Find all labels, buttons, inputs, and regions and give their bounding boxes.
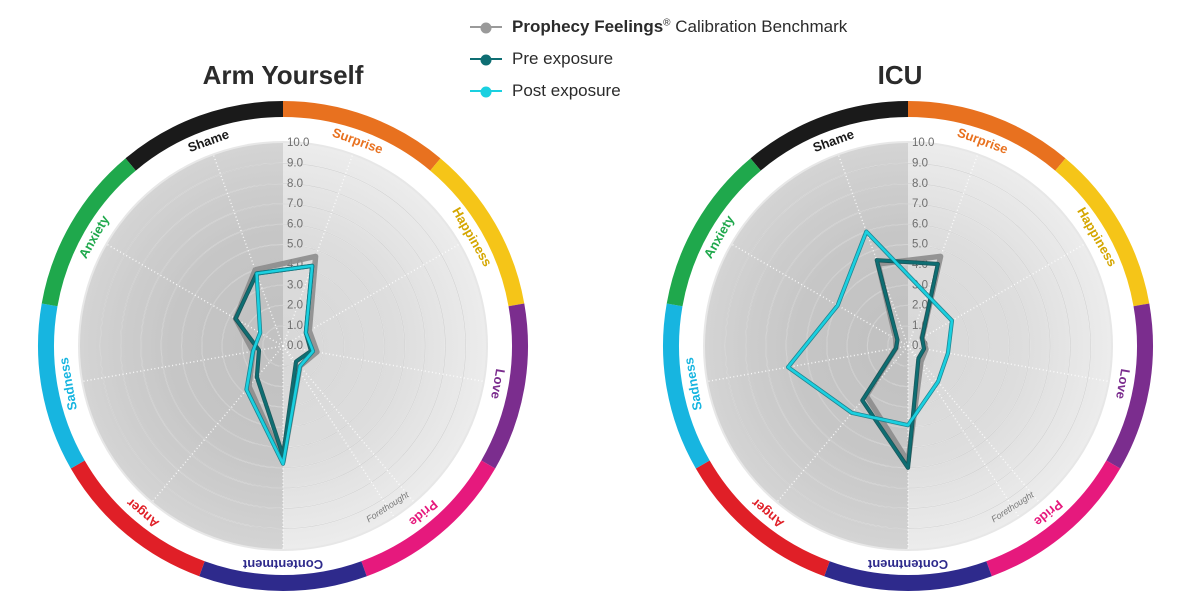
- svg-text:5.0: 5.0: [287, 239, 303, 251]
- svg-text:10.0: 10.0: [912, 138, 934, 150]
- svg-text:8.0: 8.0: [287, 178, 303, 190]
- svg-text:2.0: 2.0: [912, 300, 928, 312]
- svg-text:10.0: 10.0: [287, 138, 309, 150]
- svg-text:Contentment: Contentment: [867, 557, 948, 572]
- svg-text:6.0: 6.0: [912, 219, 928, 231]
- svg-text:Contentment: Contentment: [242, 557, 323, 572]
- svg-text:0.0: 0.0: [287, 341, 303, 353]
- svg-text:6.0: 6.0: [287, 219, 303, 231]
- svg-text:1.0: 1.0: [287, 320, 303, 332]
- svg-text:5.0: 5.0: [912, 239, 928, 251]
- svg-text:2.0: 2.0: [287, 300, 303, 312]
- svg-text:Love: Love: [1113, 368, 1133, 400]
- svg-text:7.0: 7.0: [912, 198, 928, 210]
- svg-text:7.0: 7.0: [287, 198, 303, 210]
- svg-text:Love: Love: [488, 368, 508, 400]
- svg-text:9.0: 9.0: [287, 158, 303, 170]
- svg-text:3.0: 3.0: [287, 280, 303, 292]
- svg-text:8.0: 8.0: [912, 178, 928, 190]
- svg-text:9.0: 9.0: [912, 158, 928, 170]
